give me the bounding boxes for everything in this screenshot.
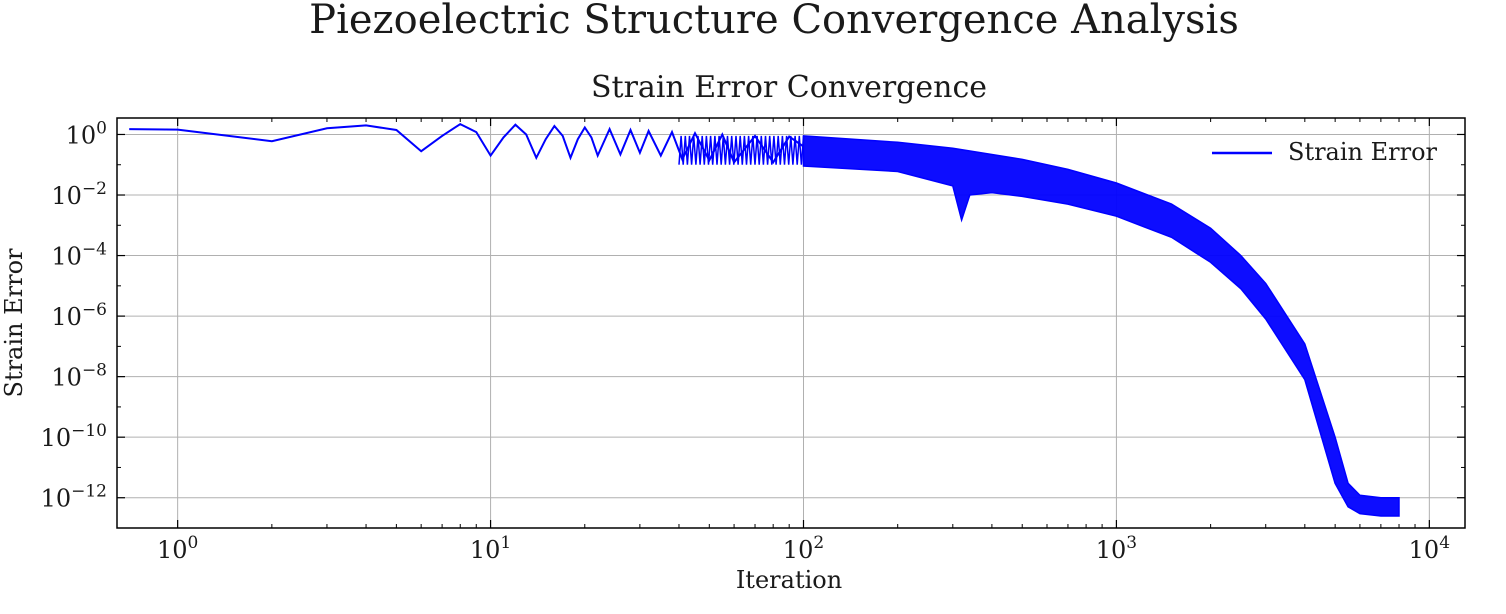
y-tick-label: 10−4	[51, 240, 107, 271]
x-tick-label: 100	[157, 533, 198, 564]
x-tick-label: 102	[783, 533, 824, 564]
x-tick-label: 103	[1096, 533, 1137, 564]
legend-label: Strain Error	[1288, 138, 1438, 166]
x-tick-label: 101	[470, 533, 511, 564]
series-envelope-band	[802, 135, 1400, 517]
y-axis-label: Strain Error	[0, 248, 28, 398]
y-tick-label: 10−12	[41, 482, 107, 513]
plot-title: Strain Error Convergence	[591, 70, 987, 105]
grid-layer	[117, 118, 1465, 528]
series-oscillation	[678, 135, 805, 165]
x-tick-label: 104	[1409, 533, 1450, 564]
y-tick-label: 10−8	[51, 361, 107, 392]
figure-title: Piezoelectric Structure Convergence Anal…	[309, 0, 1239, 43]
legend: Strain Error	[1212, 138, 1438, 166]
y-tick-label: 10−10	[41, 421, 107, 452]
tick-layer: 100 101 102 103 104 100 10−2 10−4 10−6 10−8 10−10 1…	[41, 118, 1465, 564]
series-layer	[129, 122, 1400, 517]
y-tick-label: 100	[66, 118, 107, 149]
x-axis-label: Iteration	[736, 566, 842, 594]
y-tick-label: 10−2	[51, 179, 107, 210]
y-tick-label: 10−6	[51, 300, 107, 331]
plot-frame	[116, 117, 1466, 529]
